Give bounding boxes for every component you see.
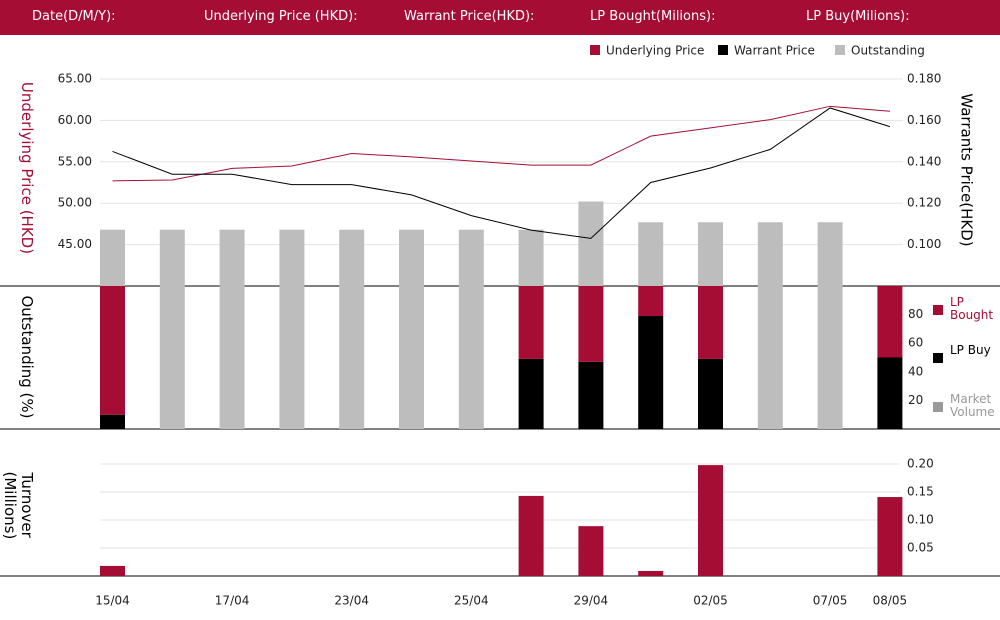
legend-swatch bbox=[590, 45, 600, 55]
stacked-bar bbox=[757, 286, 783, 429]
stacked-bar bbox=[458, 286, 484, 429]
legend-label: Underlying Price bbox=[606, 44, 704, 58]
stacked-bar bbox=[877, 357, 903, 429]
stacked-bar bbox=[399, 286, 424, 429]
stacked-bar bbox=[518, 358, 544, 429]
outstanding-bar bbox=[219, 229, 245, 286]
turnover-bar bbox=[100, 565, 125, 576]
outstanding-bar bbox=[757, 222, 783, 286]
stacked-bar bbox=[698, 286, 723, 359]
x-tick-label: 29/04 bbox=[574, 594, 609, 608]
stacked-bar bbox=[339, 286, 365, 429]
outstanding-bar bbox=[159, 229, 185, 286]
stacked-bar bbox=[219, 286, 245, 429]
legend-swatch bbox=[835, 45, 845, 55]
stacked-bar bbox=[578, 286, 604, 362]
outstanding-bar bbox=[518, 229, 544, 286]
y2-axis-title: Warrants Price(HKD) bbox=[957, 93, 976, 247]
y2-tick-label: 0.160 bbox=[907, 113, 941, 127]
legend-label: LP Bought bbox=[950, 295, 994, 322]
line-series bbox=[112, 105, 890, 182]
outstanding-bar bbox=[100, 229, 125, 286]
y-axis-title: Outstanding (%) bbox=[18, 295, 36, 419]
y-tick-label: 20 bbox=[908, 393, 923, 407]
legend-label: Outstanding bbox=[851, 44, 925, 58]
legend-swatch bbox=[933, 402, 943, 412]
outstanding-bar bbox=[339, 229, 365, 286]
stacked-bar bbox=[638, 286, 664, 317]
y-tick-label: 0.15 bbox=[907, 485, 934, 499]
outstanding-bar bbox=[698, 222, 723, 286]
y-tick-label: 60 bbox=[908, 336, 923, 350]
turnover-bar bbox=[877, 497, 903, 576]
x-tick-label: 08/05 bbox=[873, 594, 908, 608]
y-tick-label: 0.10 bbox=[907, 513, 934, 527]
header-field: Date(D/M/Y): bbox=[32, 9, 116, 24]
line-series bbox=[112, 107, 891, 239]
y-axis-title: Turnover (Millions) bbox=[1, 471, 36, 539]
turnover-bar bbox=[698, 465, 723, 576]
y-tick-label: 65.00 bbox=[58, 72, 92, 86]
stacked-bar bbox=[638, 316, 664, 429]
outstanding-bar bbox=[817, 222, 843, 286]
x-tick-label: 02/05 bbox=[693, 594, 728, 608]
y-tick-label: 45.00 bbox=[58, 237, 92, 251]
outstanding-bar bbox=[458, 229, 484, 286]
stacked-bar bbox=[100, 414, 125, 429]
y2-tick-label: 0.180 bbox=[907, 72, 941, 86]
y-tick-label: 60.00 bbox=[58, 113, 92, 127]
outstanding-bar bbox=[578, 201, 604, 286]
x-tick-label: 25/04 bbox=[454, 594, 489, 608]
legend-label: Warrant Price bbox=[734, 44, 815, 58]
legend-swatch bbox=[933, 305, 943, 315]
y2-tick-label: 0.100 bbox=[907, 237, 941, 251]
header-field: Warrant Price(HKD): bbox=[404, 9, 535, 24]
y-tick-label: 40 bbox=[908, 364, 923, 378]
x-tick-label: 15/04 bbox=[95, 594, 130, 608]
header-field: LP Buy(Milions): bbox=[806, 9, 910, 24]
y-tick-label: 0.20 bbox=[907, 457, 934, 471]
y-tick-label: 50.00 bbox=[58, 196, 92, 210]
x-tick-label: 07/05 bbox=[813, 594, 848, 608]
turnover-bar bbox=[578, 526, 604, 576]
x-tick-label: 23/04 bbox=[334, 594, 369, 608]
stacked-bar bbox=[817, 286, 843, 429]
stacked-bar bbox=[877, 286, 903, 358]
header-field: LP Bought(Milions): bbox=[590, 9, 716, 24]
stacked-bar bbox=[578, 361, 604, 429]
header-field: Underlying Price (HKD): bbox=[204, 9, 358, 24]
stacked-bar bbox=[698, 358, 723, 429]
y-tick-label: 0.05 bbox=[907, 541, 934, 555]
legend-swatch bbox=[933, 353, 943, 363]
legend-label: Market Volume bbox=[950, 392, 995, 419]
turnover-bar bbox=[638, 570, 664, 576]
x-tick-label: 17/04 bbox=[215, 594, 250, 608]
y2-tick-label: 0.140 bbox=[907, 154, 941, 168]
y-axis-title: Underlying Price (HKD) bbox=[18, 81, 36, 255]
stacked-bar bbox=[159, 286, 185, 429]
header: Date(D/M/Y): Underlying Price (HKD): Warra… bbox=[0, 0, 1000, 35]
y2-tick-label: 0.120 bbox=[907, 196, 941, 210]
legend-swatch bbox=[718, 45, 728, 55]
legend-label: LP Buy bbox=[950, 343, 991, 357]
outstanding-bar bbox=[638, 222, 664, 286]
stacked-bar bbox=[518, 286, 544, 359]
stacked-bar bbox=[279, 286, 305, 429]
stacked-bar bbox=[100, 286, 125, 415]
outstanding-bar bbox=[399, 229, 424, 286]
outstanding-bar bbox=[279, 229, 305, 286]
turnover-bar bbox=[518, 495, 544, 576]
y-tick-label: 80 bbox=[908, 307, 923, 321]
y-tick-label: 55.00 bbox=[58, 154, 92, 168]
